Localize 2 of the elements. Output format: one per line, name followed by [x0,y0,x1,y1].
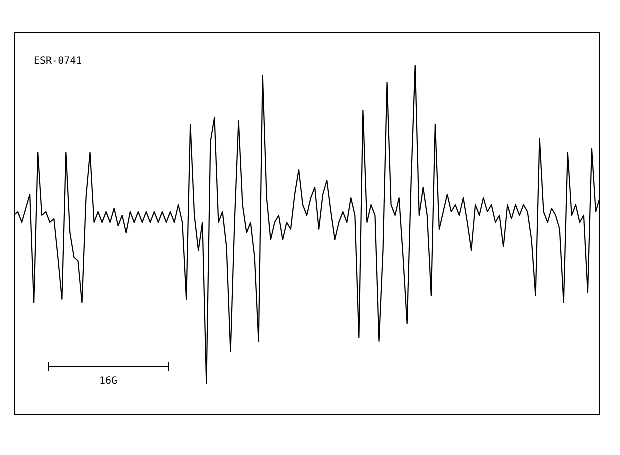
chart-title: ESR-0741 [34,56,82,67]
annotation: 16G [98,376,119,387]
